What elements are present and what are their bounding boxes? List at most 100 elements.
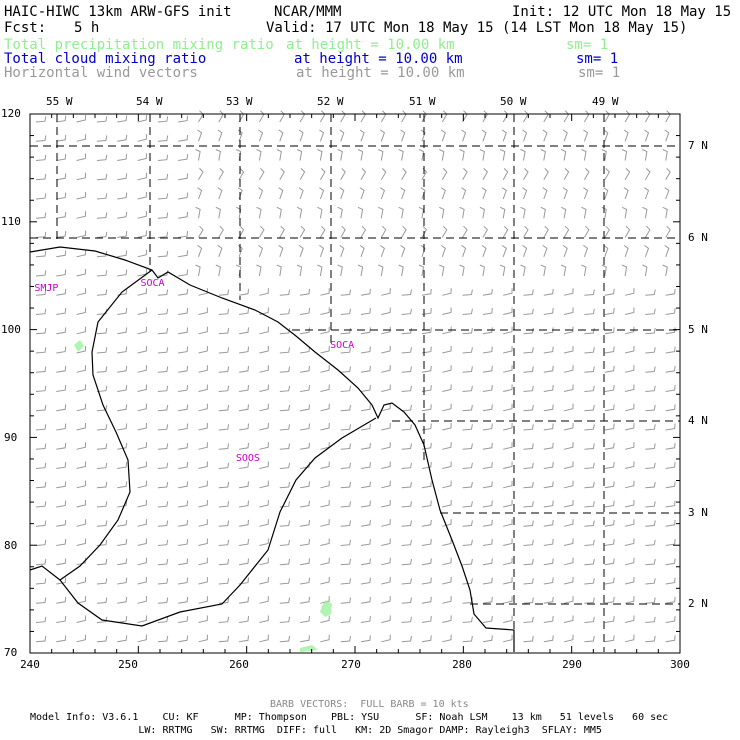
wind-barb bbox=[645, 616, 656, 623]
wind-barb bbox=[340, 597, 351, 604]
wind-barb bbox=[501, 244, 507, 257]
wind-barb bbox=[320, 365, 330, 373]
wind-barb bbox=[503, 326, 513, 335]
wind-barb bbox=[117, 250, 128, 258]
wind-barb bbox=[665, 616, 676, 623]
wind-barb bbox=[56, 308, 67, 315]
wind-barb bbox=[56, 519, 67, 527]
wind-barb bbox=[462, 385, 473, 392]
wind-barb bbox=[117, 423, 128, 431]
wind-barb bbox=[398, 264, 404, 277]
wind-barb bbox=[401, 578, 412, 585]
wind-barb bbox=[259, 288, 269, 296]
wind-barb bbox=[459, 264, 465, 277]
wind-barb bbox=[604, 346, 615, 354]
wind-barb bbox=[482, 423, 493, 431]
wind-barb bbox=[235, 206, 242, 219]
lon-label: 53 W bbox=[226, 95, 253, 108]
wind-barb bbox=[56, 616, 67, 623]
wind-barb bbox=[300, 616, 310, 623]
wind-barb bbox=[279, 635, 291, 643]
wind-barb bbox=[340, 462, 351, 469]
wind-barb bbox=[583, 110, 590, 123]
wind-barb bbox=[421, 616, 432, 623]
wind-barb bbox=[645, 385, 656, 392]
wind-barb bbox=[96, 481, 108, 489]
wind-barb bbox=[278, 129, 284, 142]
wind-barb bbox=[76, 634, 87, 643]
wind-barb bbox=[137, 191, 147, 200]
wind-barb bbox=[117, 154, 128, 161]
wind-barb bbox=[401, 424, 412, 431]
wind-barb bbox=[381, 384, 391, 392]
wind-barb bbox=[584, 462, 595, 469]
wind-barb bbox=[665, 462, 676, 469]
wind-barb bbox=[276, 264, 282, 277]
wind-barb bbox=[381, 596, 391, 604]
wind-barb bbox=[604, 327, 615, 335]
wind-barb bbox=[239, 481, 249, 489]
wind-barb bbox=[441, 110, 448, 123]
wind-barb bbox=[543, 308, 554, 315]
wind-barb bbox=[462, 289, 473, 296]
wind-barb bbox=[96, 578, 108, 585]
wind-barb bbox=[137, 615, 147, 623]
wind-barb bbox=[665, 442, 676, 450]
wind-barb bbox=[320, 288, 330, 296]
wind-barb bbox=[621, 206, 628, 219]
wind-barb bbox=[157, 520, 169, 527]
wind-barb bbox=[76, 249, 87, 258]
wind-barb bbox=[662, 264, 668, 277]
wind-barb bbox=[401, 597, 412, 604]
lon-label: 51 W bbox=[409, 95, 436, 108]
wind-barb bbox=[604, 519, 615, 527]
wind-barb bbox=[563, 365, 574, 373]
wind-barb bbox=[523, 289, 534, 296]
wind-barb bbox=[459, 149, 465, 161]
wind-barb bbox=[563, 576, 574, 585]
wind-barb bbox=[279, 539, 291, 546]
wind-barb bbox=[340, 424, 351, 431]
wind-barb bbox=[157, 616, 169, 623]
wind-barb bbox=[523, 616, 534, 623]
wind-barb bbox=[117, 519, 128, 527]
wind-barb bbox=[418, 206, 425, 219]
wind-barb bbox=[380, 110, 387, 123]
wind-barb bbox=[357, 149, 364, 161]
wind-barb bbox=[137, 442, 147, 450]
wind-barb bbox=[401, 225, 407, 238]
wind-barb bbox=[237, 244, 243, 257]
wind-barb bbox=[543, 168, 549, 181]
wind-barb bbox=[157, 424, 169, 431]
wind-barb bbox=[665, 168, 671, 181]
wind-barb bbox=[279, 289, 291, 296]
wind-barb bbox=[239, 365, 249, 373]
wind-barb bbox=[360, 481, 371, 489]
wind-barb bbox=[137, 499, 147, 508]
wind-barb bbox=[461, 187, 467, 200]
wind-barb bbox=[178, 365, 189, 373]
wind-barb bbox=[542, 187, 548, 200]
lat-label: 7 N bbox=[688, 139, 708, 152]
wind-barb bbox=[137, 576, 147, 585]
wind-barb bbox=[378, 206, 384, 219]
wind-barb bbox=[543, 539, 554, 546]
wind-barb bbox=[665, 500, 676, 508]
wind-barb bbox=[461, 129, 467, 142]
wind-barb bbox=[56, 558, 67, 566]
wind-barb bbox=[401, 347, 412, 354]
wind-barb bbox=[320, 403, 330, 412]
wind-barb bbox=[645, 443, 656, 450]
wind-barb bbox=[462, 578, 473, 585]
wind-barb bbox=[320, 422, 330, 431]
wind-barb bbox=[584, 501, 595, 508]
wind-barb bbox=[137, 326, 147, 335]
forecast-hours: 5 h bbox=[74, 20, 100, 36]
wind-barb bbox=[623, 244, 629, 257]
wind-barb bbox=[665, 327, 676, 335]
wind-barb bbox=[380, 225, 387, 238]
wind-barb bbox=[296, 149, 303, 161]
forecast-label: Fcst: bbox=[4, 20, 47, 36]
wind-barb bbox=[360, 288, 371, 296]
wind-barb bbox=[462, 424, 473, 431]
